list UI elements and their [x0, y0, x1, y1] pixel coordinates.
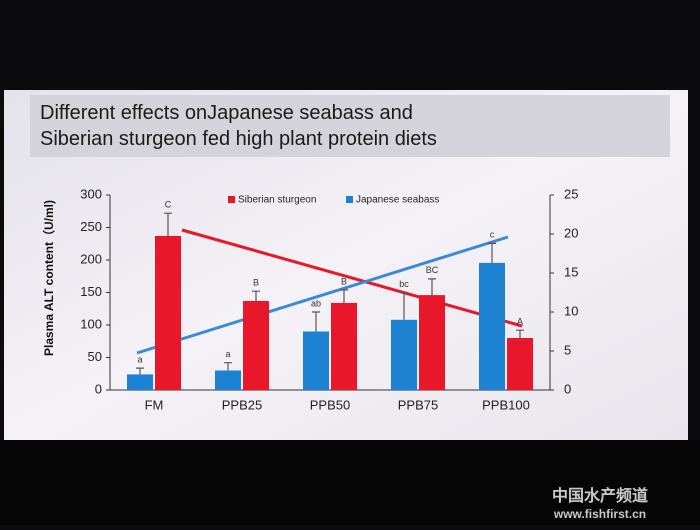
significance-label: bc	[399, 279, 409, 289]
y2-tick-label: 20	[564, 225, 578, 240]
y2-tick-label: 0	[564, 381, 571, 396]
y-tick-label: 150	[80, 284, 102, 299]
x-tick-label: PPB50	[310, 397, 350, 412]
bar	[507, 338, 533, 390]
error-bar	[400, 291, 408, 320]
significance-label: A	[517, 317, 523, 327]
error-bar	[488, 242, 496, 263]
error-bar	[224, 362, 232, 371]
bar	[215, 370, 241, 390]
legend-label: Siberian sturgeon	[238, 195, 316, 206]
legend-swatch	[228, 196, 235, 203]
error-bar	[428, 278, 436, 296]
legend-label: Japanese seabass	[356, 195, 439, 206]
bar	[155, 235, 181, 390]
y-tick-label: 50	[88, 349, 102, 364]
significance-label: B	[341, 276, 347, 286]
bar	[303, 331, 329, 390]
error-bar	[164, 212, 172, 236]
significance-label: C	[165, 200, 172, 210]
y-tick-label: 200	[80, 251, 102, 266]
x-tick-label: FM	[145, 397, 164, 412]
watermark: www.fishfirst.cn	[553, 507, 646, 521]
bar	[419, 295, 445, 390]
bar	[479, 262, 505, 390]
watermark: 中国水产频道	[552, 486, 648, 505]
y-tick-label: 250	[80, 219, 102, 234]
y-tick-label: 0	[95, 381, 102, 396]
title-band	[30, 95, 670, 157]
significance-label: a	[225, 349, 230, 359]
trend-arrow	[181, 228, 523, 328]
y-tick-label: 100	[80, 316, 102, 331]
error-bar	[516, 329, 524, 338]
y2-tick-label: 10	[564, 303, 578, 318]
significance-label: a	[137, 355, 142, 365]
bar	[331, 302, 357, 390]
trend-arrow	[136, 235, 509, 355]
y2-tick-label: 15	[564, 264, 578, 279]
significance-label: BC	[426, 265, 439, 275]
stage	[0, 440, 700, 525]
x-tick-label: PPB75	[398, 397, 438, 412]
error-bar	[252, 290, 260, 301]
y2-tick-label: 5	[564, 342, 571, 357]
significance-label: c	[490, 230, 495, 240]
error-bar	[136, 367, 144, 375]
chart-title: Different effects onJapanese seabass and…	[40, 102, 437, 150]
bar	[391, 319, 417, 390]
y-tick-label: 300	[80, 186, 102, 201]
x-tick-label: PPB100	[482, 397, 530, 412]
bar	[243, 300, 269, 390]
x-tick-label: PPB25	[222, 397, 262, 412]
significance-label: B	[253, 278, 259, 288]
significance-label: ab	[311, 298, 321, 308]
legend-swatch	[346, 196, 353, 203]
y2-tick-label: 25	[564, 186, 578, 201]
error-bar	[340, 289, 348, 303]
bar	[127, 374, 153, 390]
error-bar	[312, 311, 320, 332]
y-axis-label: Plasma ALT content（U/ml)	[41, 200, 56, 356]
